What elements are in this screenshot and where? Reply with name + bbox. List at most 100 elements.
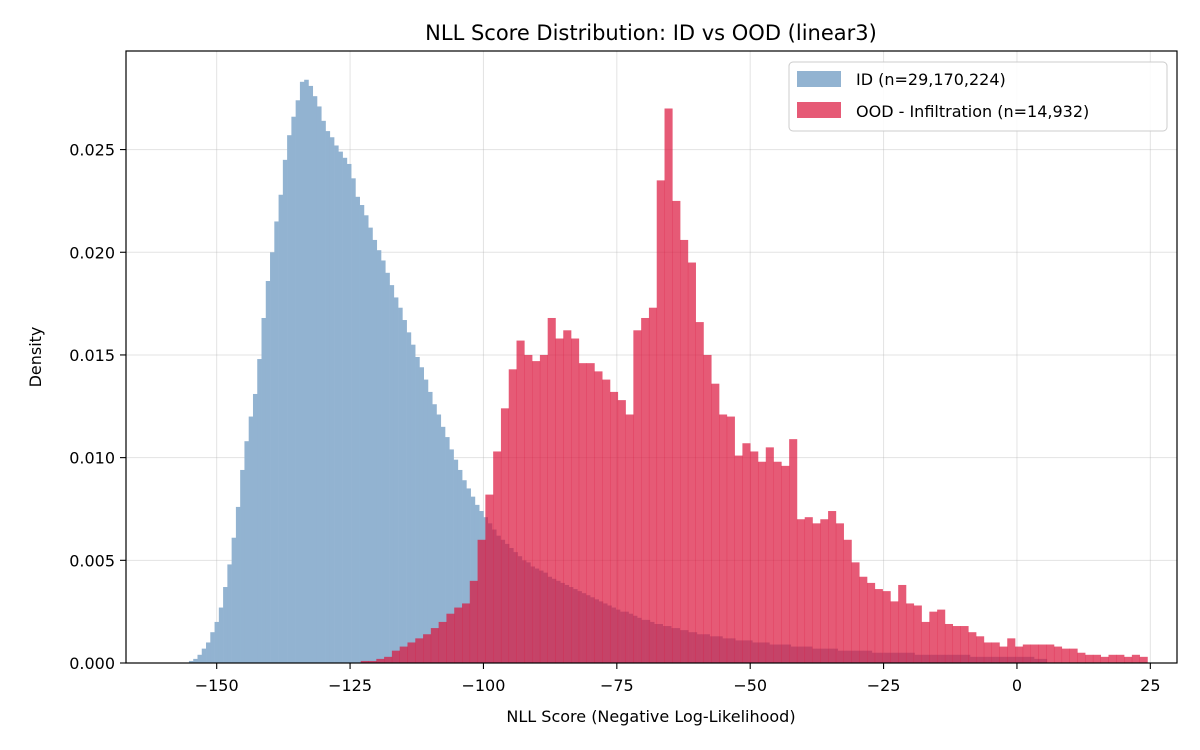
ood-bar xyxy=(913,605,922,663)
ood-bar xyxy=(586,363,595,663)
id-bar xyxy=(295,100,301,664)
x-tick-label: −75 xyxy=(600,676,634,695)
ood-bar xyxy=(524,354,533,663)
ood-bar xyxy=(796,519,806,663)
x-tick-label: −100 xyxy=(461,676,505,695)
ood-bar xyxy=(384,656,393,663)
id-bar xyxy=(248,416,254,663)
ood-bar xyxy=(960,626,969,663)
ood-bar xyxy=(765,447,774,663)
id-bar xyxy=(278,194,284,663)
ood-bar xyxy=(1116,654,1125,663)
ood-bar xyxy=(983,642,992,663)
y-tick-label: 0.025 xyxy=(69,141,115,160)
id-bar xyxy=(308,85,314,664)
ood-bar xyxy=(711,383,720,663)
ood-bar xyxy=(1069,648,1078,663)
ood-bar xyxy=(532,361,541,663)
ood-bar xyxy=(446,613,455,663)
id-bar xyxy=(410,344,416,663)
ood-bar xyxy=(898,584,907,663)
y-tick-label: 0.005 xyxy=(69,551,115,570)
ood-bar xyxy=(399,646,408,663)
ood-bar xyxy=(976,636,985,663)
ood-bar xyxy=(1046,644,1055,663)
ood-bar xyxy=(867,582,876,663)
ood-bar xyxy=(773,461,782,663)
ood-bar xyxy=(555,338,564,663)
id-bar xyxy=(381,260,386,663)
ood-bar xyxy=(461,603,471,663)
id-bar xyxy=(363,215,369,664)
id-bar xyxy=(291,116,296,663)
id-bar xyxy=(389,285,395,663)
ood-bar xyxy=(376,658,385,663)
ood-bar xyxy=(508,369,517,663)
ood-bar xyxy=(991,642,1000,663)
ood-bar xyxy=(672,200,681,663)
y-tick-label: 0.000 xyxy=(69,654,115,673)
ood-bar xyxy=(952,626,961,663)
ood-bar xyxy=(882,591,891,663)
ood-bar xyxy=(1038,644,1047,663)
ood-bar xyxy=(1085,654,1094,663)
id-bar xyxy=(457,469,463,663)
id-bar xyxy=(316,106,322,664)
id-bar xyxy=(466,488,471,663)
ood-bar xyxy=(391,650,400,663)
ood-bar xyxy=(1077,652,1086,663)
id-bar xyxy=(376,250,382,663)
ood-bar xyxy=(843,539,852,663)
id-bar xyxy=(338,151,343,664)
id-bar xyxy=(385,272,390,663)
id-bar xyxy=(210,632,215,663)
ood-bar xyxy=(835,523,844,663)
ood-bar xyxy=(625,414,634,663)
ood-bar xyxy=(757,461,767,663)
id-bar xyxy=(432,404,437,663)
legend-swatch-id xyxy=(797,71,841,87)
ood-bar xyxy=(648,307,658,663)
y-axis-ticks: 0.000 0.005 0.010 0.015 0.020 0.025 xyxy=(69,141,126,673)
id-bar xyxy=(274,221,279,664)
id-bar xyxy=(240,469,245,663)
ood-bar xyxy=(1131,654,1140,663)
id-bar xyxy=(257,359,262,663)
ood-bar xyxy=(719,414,728,663)
id-bar xyxy=(214,621,220,663)
ood-bar xyxy=(415,638,424,663)
id-bar xyxy=(244,441,250,663)
ood-bar xyxy=(516,340,525,663)
id-bar xyxy=(346,163,352,664)
ood-bar xyxy=(859,576,868,663)
id-bar xyxy=(193,658,198,663)
ood-bar xyxy=(750,451,759,663)
ood-bar xyxy=(789,439,798,663)
ood-bar xyxy=(1007,638,1016,663)
id-bar xyxy=(462,480,467,663)
id-bar xyxy=(393,297,399,663)
ood-bar xyxy=(368,660,377,663)
ood-bar xyxy=(874,589,883,663)
ood-bar xyxy=(469,580,478,663)
ood-bar xyxy=(726,416,735,663)
x-axis-label: NLL Score (Negative Log-Likelihood) xyxy=(506,707,795,726)
id-bar xyxy=(398,307,403,663)
id-bar xyxy=(445,437,450,663)
id-bar xyxy=(218,607,224,663)
ood-bar xyxy=(812,523,821,663)
id-bar xyxy=(325,131,331,663)
ood-bar xyxy=(1100,656,1109,663)
x-tick-label: −25 xyxy=(867,676,901,695)
ood-bar xyxy=(742,443,751,663)
ood-bar xyxy=(423,634,432,663)
x-tick-label: −150 xyxy=(195,676,239,695)
ood-bar xyxy=(485,494,494,663)
id-bar xyxy=(436,414,442,663)
ood-bar xyxy=(695,322,704,663)
id-bar xyxy=(402,320,407,663)
ood-bar xyxy=(1061,648,1070,663)
ood-bar xyxy=(1092,654,1102,663)
ood-bar xyxy=(937,609,946,663)
ood-bar xyxy=(563,330,572,663)
